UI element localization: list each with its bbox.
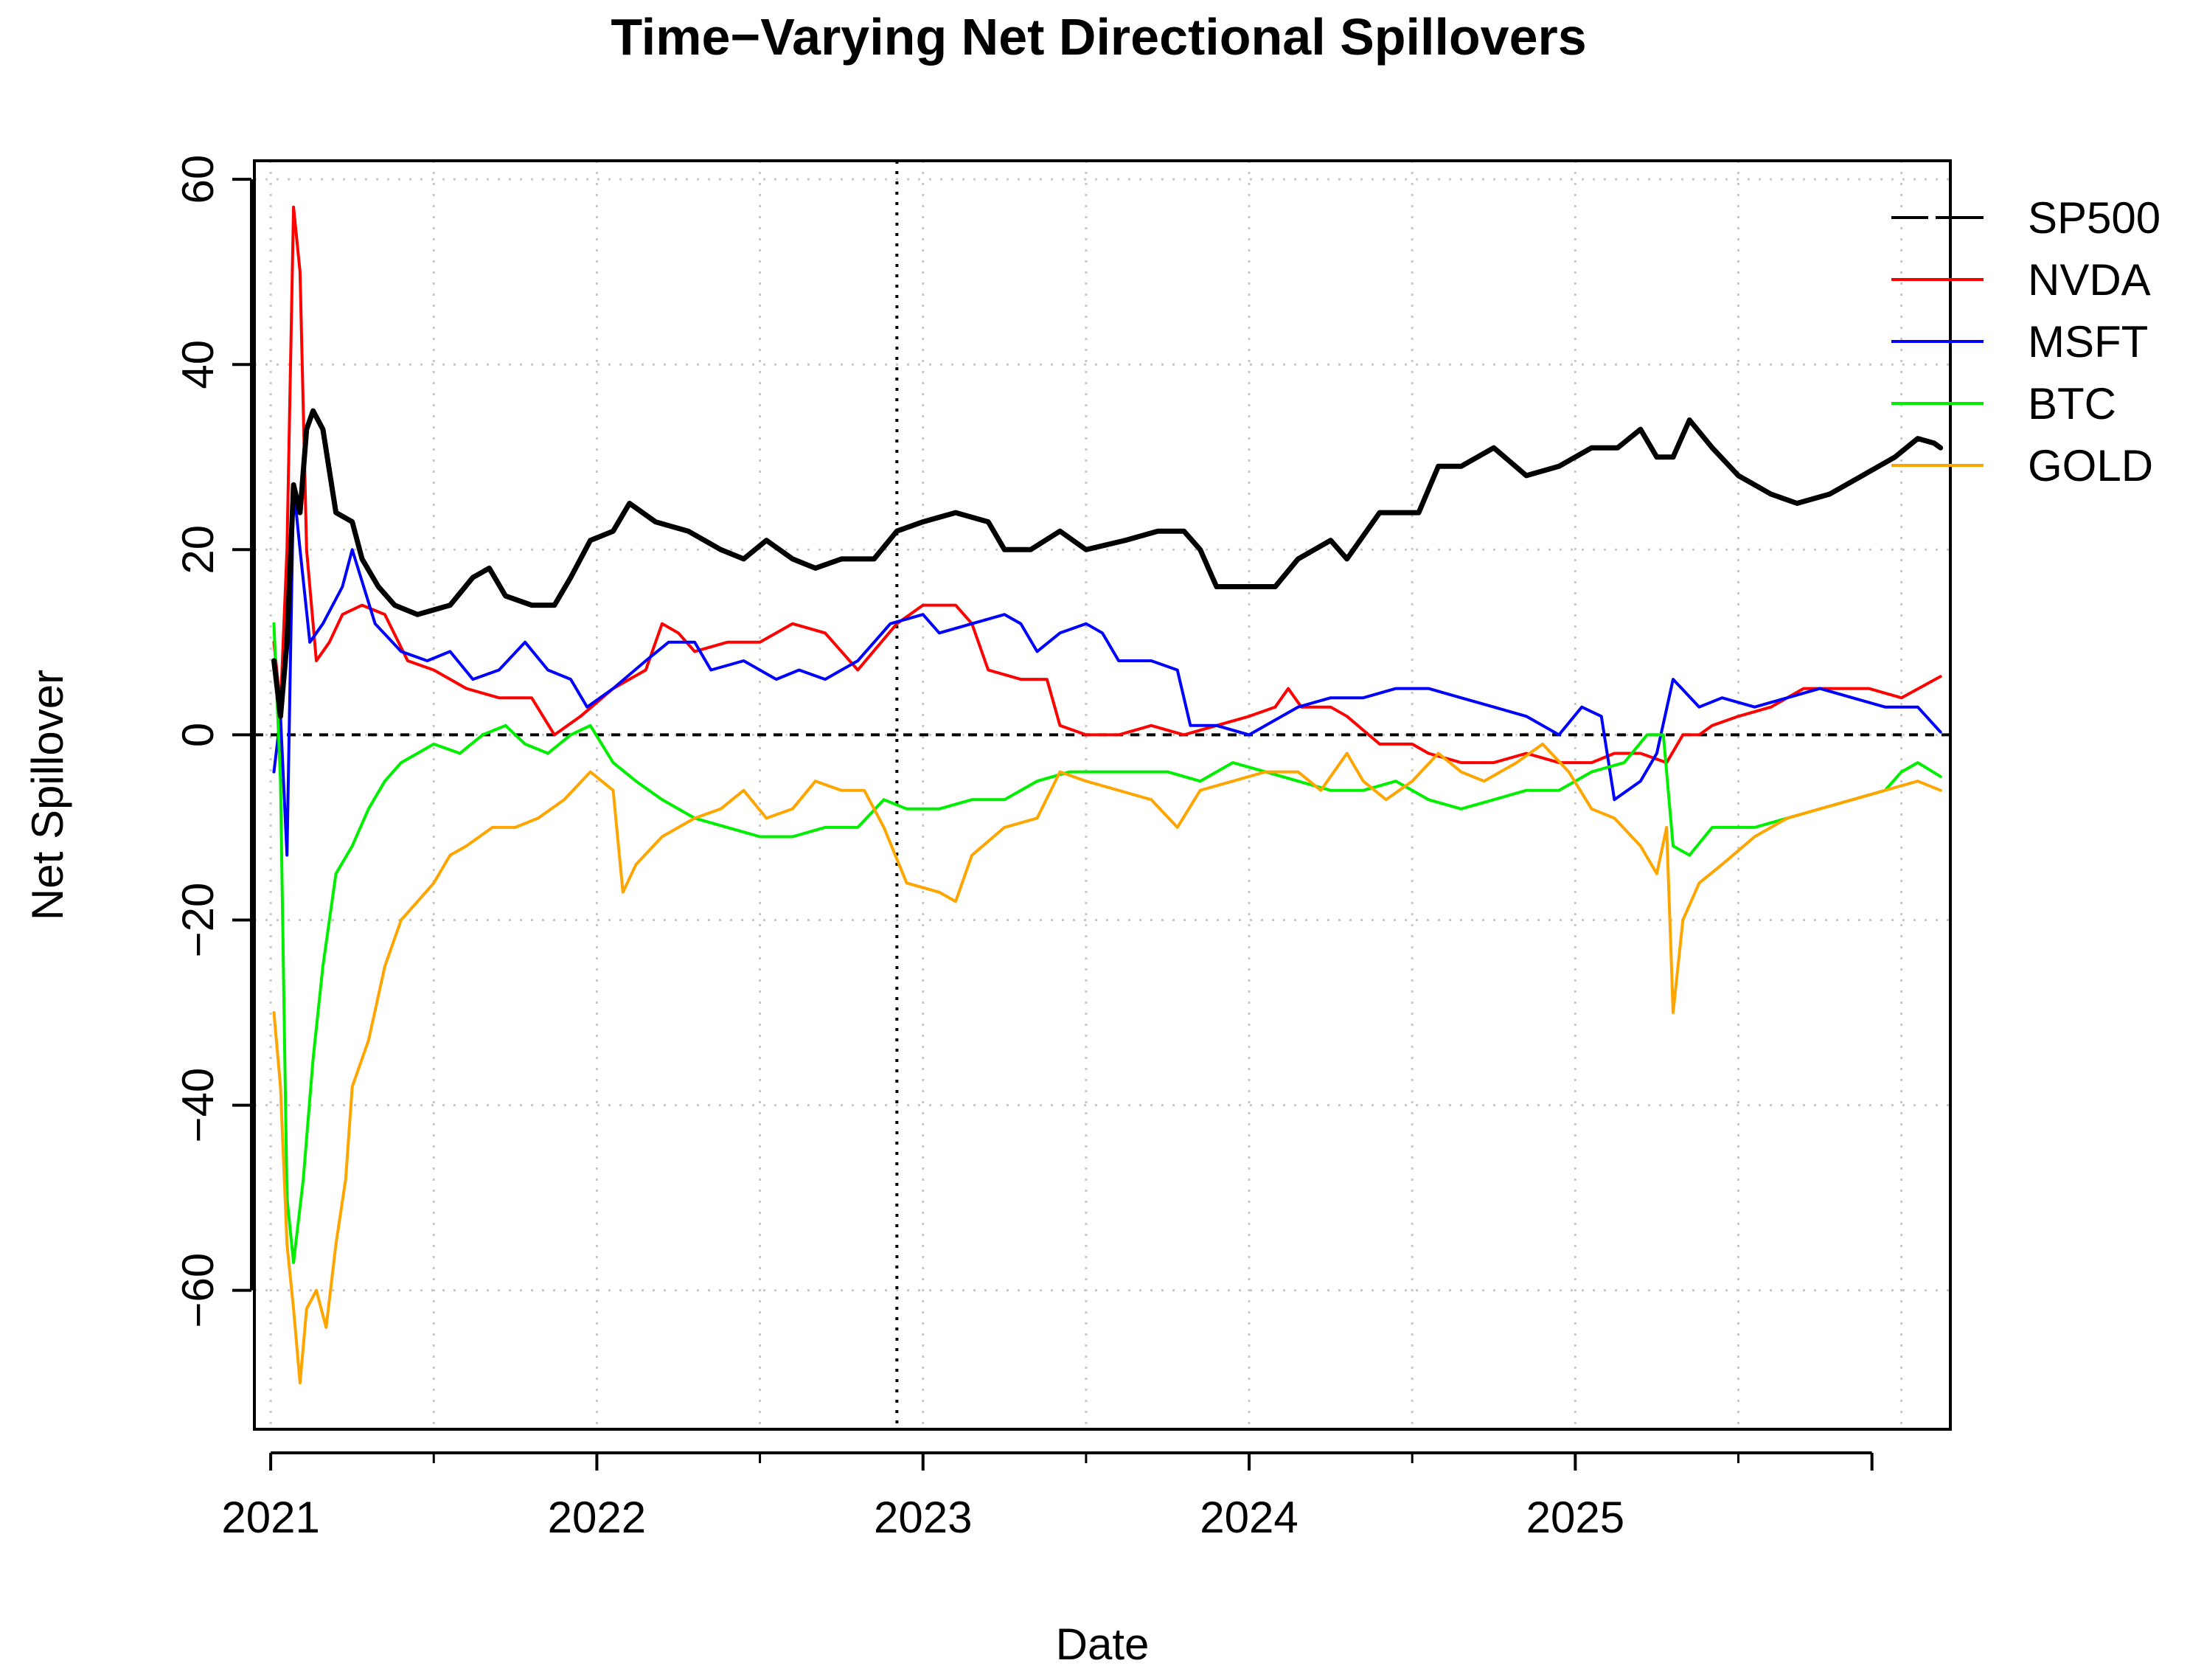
series-line-nvda (272, 205, 1942, 765)
x-tick-label: 2022 (548, 1493, 646, 1542)
y-axis: 60 40 20 0 −20 −40 −60 (173, 155, 253, 1328)
reference-lines (254, 161, 1950, 1429)
y-tick-label: 40 (173, 340, 223, 389)
y-axis-label: Net Spillover (23, 670, 72, 920)
y-tick-label: 0 (173, 723, 223, 747)
x-tick-label: 2024 (1200, 1493, 1298, 1542)
legend-label-sp500: SP500 (2028, 193, 2161, 243)
y-tick-label: −40 (173, 1068, 223, 1143)
legend-label-btc: BTC (2028, 379, 2116, 428)
series-group (271, 205, 1944, 1385)
chart-title: Time−Varying Net Directional Spillovers (611, 8, 1586, 66)
legend-label-nvda: NVDA (2028, 255, 2151, 305)
legend: SP500 NVDA MSFT BTC GOLD (1891, 193, 2161, 490)
x-tick-label: 2025 (1526, 1493, 1624, 1542)
legend-label-msft: MSFT (2028, 317, 2148, 367)
x-axis-label: Date (1056, 1620, 1150, 1669)
x-tick-label: 2023 (874, 1493, 972, 1542)
grid (254, 161, 1950, 1429)
series-line-gold (272, 742, 1942, 1385)
series-line-btc (272, 622, 1942, 1264)
y-tick-label: 20 (173, 525, 223, 575)
series-line-msft (272, 483, 1942, 857)
y-tick-label: −20 (173, 883, 223, 958)
x-tick-label: 2021 (221, 1493, 319, 1542)
y-tick-label: −60 (173, 1253, 223, 1328)
y-tick-label: 60 (173, 155, 223, 204)
plot-frame (253, 159, 1952, 1431)
series-line-sp500 (271, 408, 1944, 719)
x-axis: 2021 2022 2023 2024 2025 (221, 1451, 1874, 1542)
legend-label-gold: GOLD (2028, 441, 2153, 490)
